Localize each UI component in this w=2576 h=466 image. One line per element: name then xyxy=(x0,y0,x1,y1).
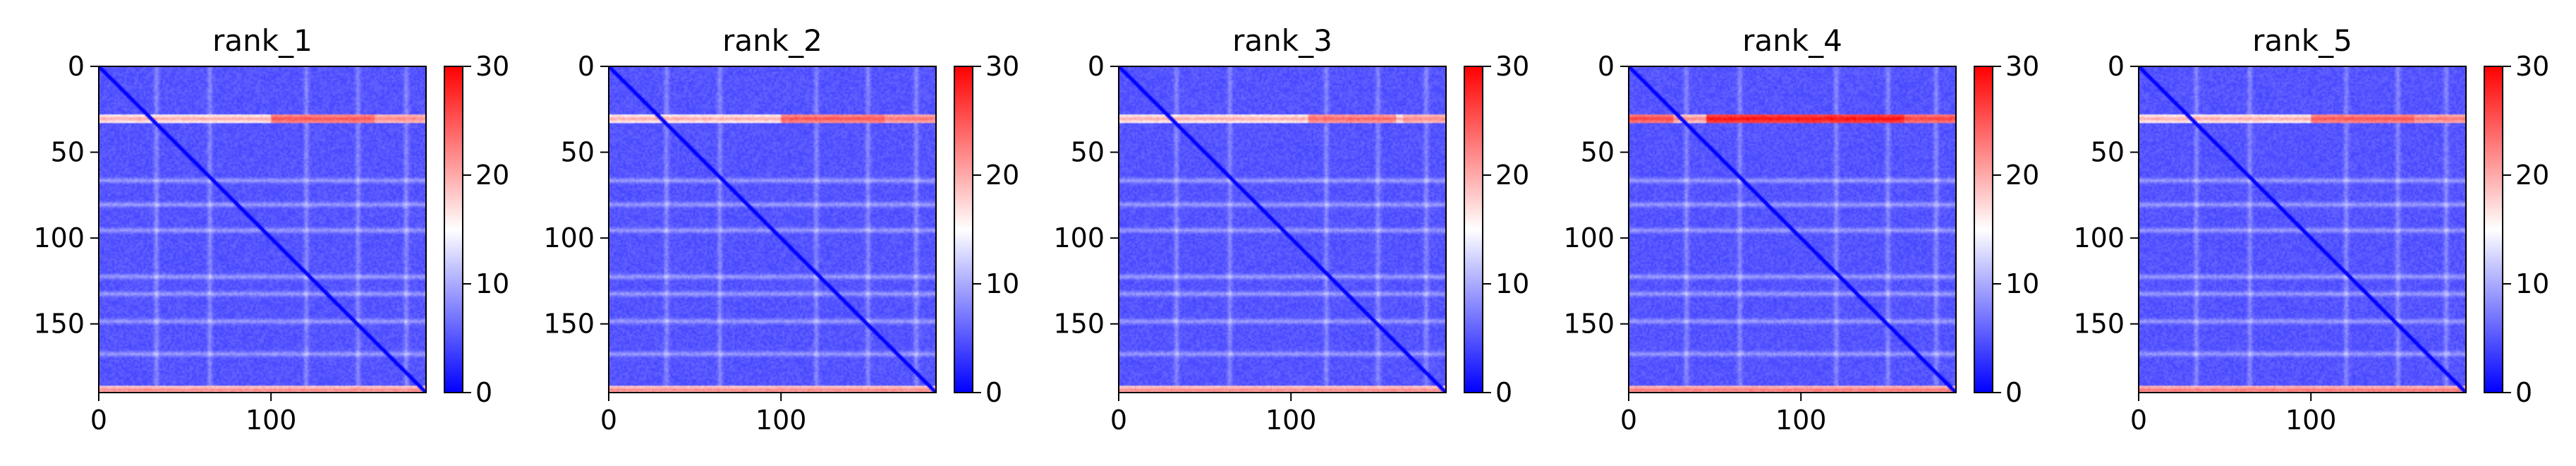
colorbar-tick-label: 20 xyxy=(2005,160,2039,191)
panel-title: rank_4 xyxy=(1742,23,1842,58)
y-tick-label: 50 xyxy=(2091,137,2125,168)
colorbar-tick-label: 20 xyxy=(985,160,1019,191)
x-tick-label: 0 xyxy=(90,405,107,436)
panel-2: rank_2 0 100 0 50 100 150 0 10 20 30 xyxy=(543,23,1019,436)
colorbar-tick-label: 30 xyxy=(475,51,509,82)
y-tick-label: 0 xyxy=(578,51,595,82)
colorbar-tick-label: 10 xyxy=(985,268,1019,299)
y-tick-label: 0 xyxy=(1088,51,1105,82)
colorbar-frame xyxy=(444,66,463,393)
y-tick-label: 50 xyxy=(1581,137,1615,168)
y-tick-label: 150 xyxy=(1563,309,1615,340)
colorbar-frame xyxy=(2484,66,2503,393)
y-tick-label: 150 xyxy=(543,309,595,340)
heatmap-matrix xyxy=(609,66,936,393)
colorbar-tick-label: 0 xyxy=(985,377,1002,408)
heatmap-matrix xyxy=(1629,66,1956,393)
colorbar-frame xyxy=(1974,66,1993,393)
panel-1: rank_1 0 100 0 50 100 150 0 10 20 30 xyxy=(33,23,509,436)
heatmap-matrix xyxy=(99,66,426,393)
colorbar-tick-label: 10 xyxy=(475,268,509,299)
colorbar-tick-label: 30 xyxy=(1495,51,1529,82)
colorbar-tick-label: 30 xyxy=(985,51,1019,82)
y-tick-label: 100 xyxy=(1563,222,1615,253)
colorbar xyxy=(2484,66,2503,393)
y-tick-label: 100 xyxy=(2073,222,2125,253)
colorbar-tick-label: 0 xyxy=(475,377,492,408)
x-tick-label: 100 xyxy=(755,405,807,436)
panel-5: rank_5 0 100 0 50 100 150 0 10 20 30 xyxy=(2073,23,2549,436)
colorbar-tick-label: 20 xyxy=(475,160,509,191)
heatmap-matrix xyxy=(2139,66,2466,393)
colorbar-tick-label: 10 xyxy=(2515,268,2549,299)
x-tick-label: 100 xyxy=(2285,405,2337,436)
y-tick-label: 50 xyxy=(51,137,85,168)
colorbar-tick-label: 30 xyxy=(2005,51,2039,82)
panel-3: rank_3 0 100 0 50 100 150 0 10 20 30 xyxy=(1053,23,1529,436)
panel-title: rank_3 xyxy=(1232,23,1332,58)
colorbar-tick-label: 20 xyxy=(1495,160,1529,191)
colorbar-tick-label: 0 xyxy=(2005,377,2022,408)
panel-title: rank_5 xyxy=(2252,23,2352,58)
axes-frame xyxy=(2138,66,2467,393)
heatmap-matrix xyxy=(1119,66,1446,393)
x-tick-label: 100 xyxy=(245,405,297,436)
y-tick-label: 50 xyxy=(561,137,595,168)
y-tick-label: 0 xyxy=(2108,51,2125,82)
y-tick-label: 0 xyxy=(1598,51,1615,82)
axes-frame xyxy=(1118,66,1447,393)
colorbar-tick-label: 0 xyxy=(1495,377,1512,408)
panel-title: rank_2 xyxy=(722,23,822,58)
x-tick-label: 0 xyxy=(600,405,617,436)
y-tick-label: 150 xyxy=(2073,309,2125,340)
axes-frame xyxy=(1628,66,1957,393)
x-tick-label: 100 xyxy=(1265,405,1317,436)
x-tick-label: 0 xyxy=(2130,405,2147,436)
y-tick-label: 50 xyxy=(1071,137,1105,168)
colorbar-tick-label: 10 xyxy=(2005,268,2039,299)
panel-4: rank_4 0 100 0 50 100 150 0 10 20 30 xyxy=(1563,23,2039,436)
colorbar xyxy=(954,66,973,393)
colorbar-tick-label: 30 xyxy=(2515,51,2549,82)
colorbar xyxy=(444,66,463,393)
colorbar xyxy=(1464,66,1483,393)
colorbar-tick-label: 10 xyxy=(1495,268,1529,299)
panel-title: rank_1 xyxy=(212,23,312,58)
x-tick-label: 0 xyxy=(1620,405,1637,436)
x-tick-label: 100 xyxy=(1775,405,1827,436)
y-tick-label: 100 xyxy=(1053,222,1105,253)
colorbar-tick-label: 20 xyxy=(2515,160,2549,191)
y-tick-label: 100 xyxy=(33,222,85,253)
colorbar-frame xyxy=(1464,66,1483,393)
y-tick-label: 100 xyxy=(543,222,595,253)
x-tick-label: 0 xyxy=(1110,405,1127,436)
colorbar xyxy=(1974,66,1993,393)
colorbar-frame xyxy=(954,66,973,393)
colorbar-tick-label: 0 xyxy=(2515,377,2532,408)
axes-frame xyxy=(98,66,427,393)
y-tick-label: 0 xyxy=(68,51,85,82)
y-tick-label: 150 xyxy=(1053,309,1105,340)
axes-frame xyxy=(608,66,937,393)
y-tick-label: 150 xyxy=(33,309,85,340)
